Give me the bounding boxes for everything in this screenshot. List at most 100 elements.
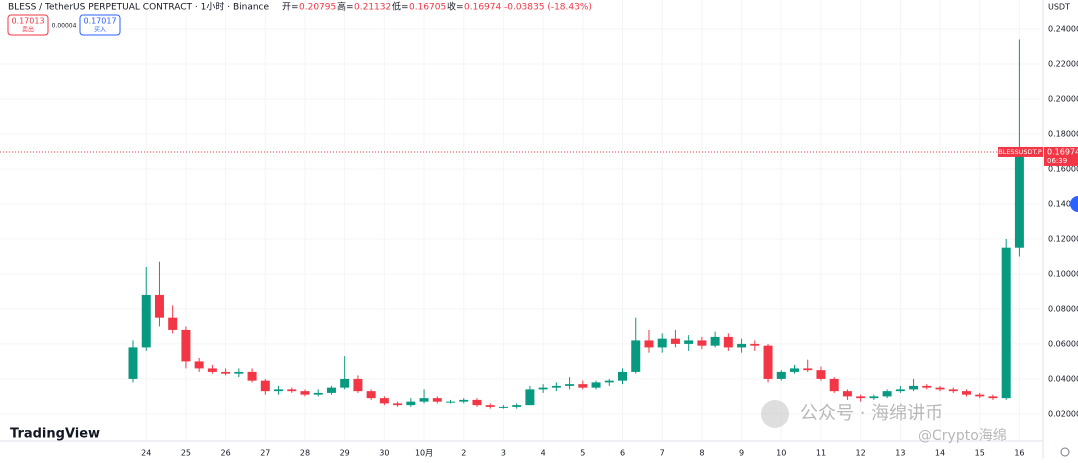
candle-body [459, 399, 469, 402]
candle-body [538, 387, 548, 390]
buy-price: 0.17017 [83, 17, 116, 26]
candle-body [604, 380, 614, 383]
wechat-icon [761, 400, 789, 428]
candle-body [697, 340, 707, 346]
x-tick-label: 15 [975, 449, 985, 458]
sell-button[interactable] [7, 14, 49, 36]
candle-body [803, 368, 813, 371]
stat-value: 0.16705 [409, 3, 446, 13]
sell-label: 卖出 [22, 26, 34, 34]
x-tick-label: 4 [541, 449, 546, 458]
candle-body [485, 405, 495, 407]
candle-body [591, 382, 601, 388]
x-tick-label: 24 [141, 449, 151, 458]
y-tick-label: 0.06000 [1048, 339, 1078, 348]
x-tick-label: 13 [895, 449, 905, 458]
candle-body [565, 384, 575, 386]
handle-watermark: @Crypto海绵 [918, 427, 1007, 444]
candle-body [300, 391, 310, 395]
candle-body [829, 378, 839, 392]
candle-body [975, 394, 985, 397]
price-tag: 0.16974 [1047, 147, 1078, 156]
candle-body [551, 385, 561, 388]
candle-body [578, 384, 588, 388]
x-tick-label: 9 [739, 449, 744, 458]
x-tick-label: 2 [461, 449, 466, 458]
x-tick-label: 25 [181, 449, 191, 458]
symbol-tag-bg [998, 146, 1043, 157]
candle-body [168, 317, 178, 330]
candle-body [763, 345, 773, 379]
y-tick-label: 0.02000 [1048, 409, 1078, 418]
candle-body [909, 385, 919, 390]
candle-body [234, 371, 244, 374]
candle-body [737, 343, 747, 348]
buy-label: 买入 [94, 26, 106, 34]
x-tick-label: 27 [260, 449, 270, 458]
stat-label: 高= [337, 1, 354, 13]
candle-body [260, 380, 270, 392]
x-tick-label: 8 [699, 449, 704, 458]
candle-body [274, 389, 284, 392]
x-tick-label: 26 [221, 449, 231, 458]
x-tick-label: 10月 [415, 449, 433, 458]
candle-body [498, 406, 508, 408]
candle-body [922, 385, 932, 388]
y-tick-label: 0.14000 [1048, 199, 1078, 208]
candle-body [895, 389, 905, 392]
candle-body [670, 338, 680, 344]
stat-value: 0.20795 [299, 3, 336, 13]
candle-body [128, 347, 138, 379]
sell-price: 0.17013 [11, 17, 44, 26]
price-tag-bg [1044, 146, 1078, 166]
buy-button[interactable] [79, 14, 121, 36]
scroll-button[interactable] [1070, 196, 1078, 212]
x-tick-label: 29 [340, 449, 350, 458]
candle-body [657, 338, 667, 348]
candle-body [207, 368, 217, 372]
candle-body [750, 343, 760, 346]
candle-body [842, 391, 852, 397]
candle-body [816, 370, 826, 379]
candle-body [856, 396, 866, 399]
stat-label: 开= [282, 2, 299, 13]
candle-body [776, 371, 786, 379]
candle-body [644, 340, 654, 348]
x-tick-label: 3 [501, 449, 506, 458]
y-tick-label: 0.10000 [1048, 269, 1078, 278]
x-tick-label: 11 [816, 449, 826, 458]
candle-body [1001, 247, 1011, 399]
candle-body [988, 396, 998, 399]
candle-body [512, 405, 522, 407]
candle-body [326, 387, 336, 393]
candle-body [432, 398, 442, 402]
candle-body [684, 340, 694, 344]
y-tick-label: 0.18000 [1048, 129, 1078, 138]
stat-value: 0.21132 [354, 3, 391, 13]
candle-body [313, 392, 323, 395]
stat-value: 0.16974 [464, 3, 501, 13]
x-tick-label: 7 [660, 449, 665, 458]
candle-body [723, 336, 733, 348]
candle-body [287, 389, 297, 392]
chart-title: BLESS / TetherUS PERPETUAL CONTRACT · 1小… [8, 1, 269, 13]
y-tick-label: 0.16000 [1048, 164, 1078, 173]
settings-icon[interactable] [1060, 447, 1070, 457]
x-tick-label: 28 [300, 449, 310, 458]
candle-body [366, 391, 376, 399]
spread: 0.00004 [52, 23, 77, 30]
currency: USDT [1048, 3, 1070, 12]
candle-body [525, 389, 535, 406]
candle-body [948, 389, 958, 392]
candle-body [141, 294, 151, 348]
candle-body [340, 378, 350, 388]
stat-label: 低= [392, 1, 409, 13]
symbol-tag: BLESSUSDT.P [998, 148, 1042, 156]
candle-body [882, 391, 892, 397]
y-tick-label: 0.20000 [1048, 95, 1078, 104]
x-tick-label: 12 [856, 449, 866, 458]
stat-label: 收= [447, 1, 464, 13]
stats: 开= 0.20795 高= 0.21132 低= 0.16705 收= 0.16974 -0.0… [282, 1, 592, 13]
